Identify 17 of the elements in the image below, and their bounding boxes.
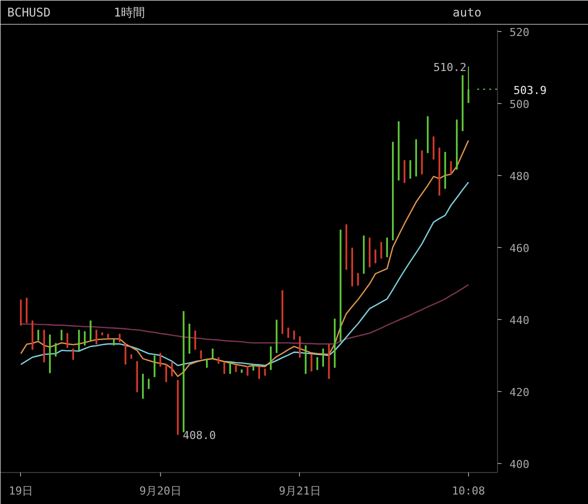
y-tick-label: 500 (510, 98, 530, 111)
y-tick-label: 460 (510, 242, 530, 255)
y-tick-label: 400 (510, 458, 530, 471)
y-tick-label: 440 (510, 314, 530, 327)
y-tick-label: 480 (510, 170, 530, 183)
y-tick-label: 420 (510, 386, 530, 399)
text: 510.2 (433, 61, 466, 74)
x-tick-label: 9月21日 (278, 484, 321, 498)
text: 408.0 (182, 429, 216, 442)
chart-title: BCHUSD (7, 6, 51, 20)
x-tick-label: 9月20日 (139, 484, 182, 498)
chart-subtitle: 1時間 (114, 6, 145, 20)
ref-line-label: 503.9 (514, 84, 547, 97)
text: auto (452, 6, 482, 20)
y-tick-label: 520 (510, 26, 530, 39)
x-tick-label: 19日 (8, 484, 33, 498)
x-tick-label: 10:08 (452, 484, 486, 498)
